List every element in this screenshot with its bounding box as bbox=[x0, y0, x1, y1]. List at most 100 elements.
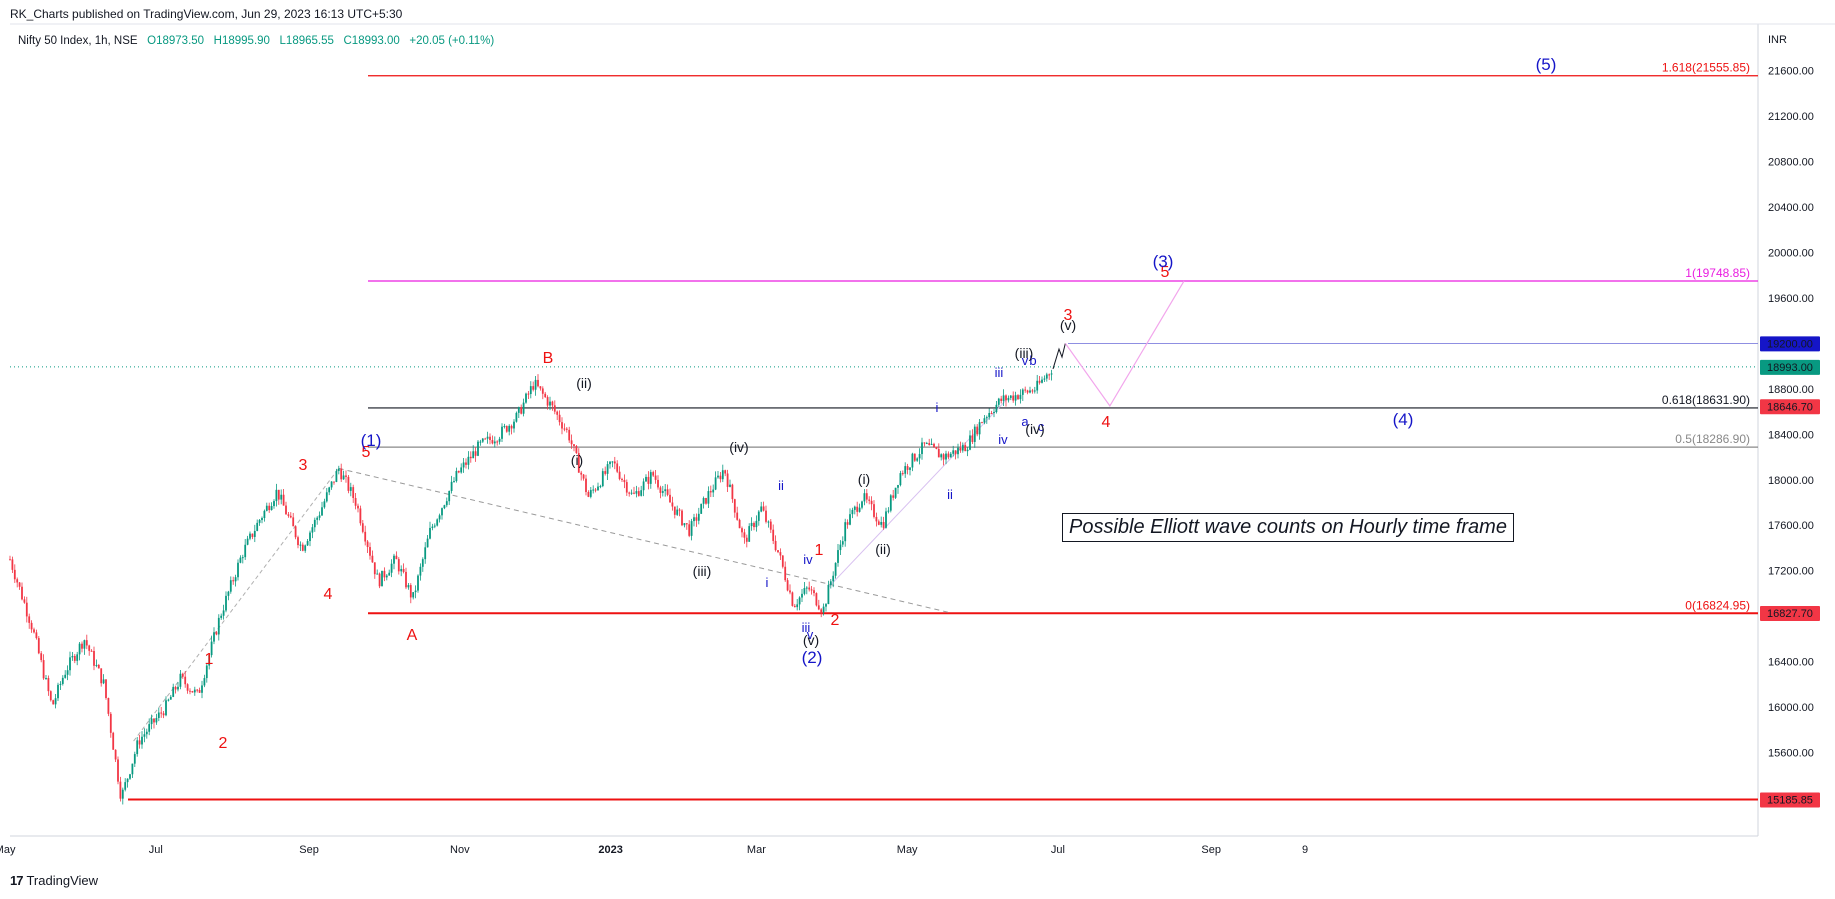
candle-body bbox=[460, 467, 463, 473]
candle-body bbox=[861, 501, 863, 508]
candle-body bbox=[313, 519, 316, 528]
candle-body bbox=[397, 559, 400, 572]
candle-body bbox=[57, 684, 59, 699]
candle-body bbox=[477, 441, 479, 456]
candle-body bbox=[959, 447, 962, 451]
chart-note: Possible Elliott wave counts on Hourly t… bbox=[1062, 513, 1514, 542]
candle-body bbox=[18, 582, 21, 587]
candle-body bbox=[1021, 389, 1024, 395]
symbol-name[interactable]: Nifty 50 Index, 1h, NSE bbox=[18, 35, 138, 47]
candle-body bbox=[388, 572, 391, 576]
candle-body bbox=[635, 491, 638, 494]
candle-body bbox=[177, 686, 179, 690]
candle-body bbox=[599, 486, 602, 488]
candle-body bbox=[484, 438, 487, 440]
candle-body bbox=[822, 606, 825, 613]
candle-body bbox=[258, 520, 261, 523]
wave-label-blue: ii bbox=[947, 487, 953, 502]
candle-body bbox=[1029, 390, 1031, 393]
candle-body bbox=[251, 533, 254, 537]
candle-body bbox=[249, 533, 251, 539]
fib-level-label: 1.618(21555.85) bbox=[1662, 61, 1750, 75]
wave-label-blue: b bbox=[1029, 353, 1036, 368]
tradingview-footer[interactable]: 17 TradingView bbox=[10, 873, 98, 888]
candle-body bbox=[232, 580, 235, 582]
candle-body bbox=[227, 591, 230, 596]
candle-body bbox=[748, 526, 751, 542]
candle-body bbox=[78, 643, 81, 655]
candle-body bbox=[642, 481, 645, 491]
candle-body bbox=[784, 566, 787, 581]
candle-body bbox=[462, 462, 465, 468]
candle-body bbox=[297, 537, 299, 546]
y-tick-label: 17200.00 bbox=[1768, 566, 1814, 578]
candle-body bbox=[520, 407, 523, 414]
wave-label-blue: (4) bbox=[1393, 410, 1414, 429]
candle-body bbox=[381, 570, 383, 587]
candle-body bbox=[486, 436, 489, 439]
wave-label-red: 2 bbox=[831, 612, 840, 629]
candle-body bbox=[539, 386, 542, 389]
candle-body bbox=[858, 507, 861, 512]
trend-line-dashed[interactable] bbox=[338, 467, 951, 614]
candle-body bbox=[851, 509, 854, 515]
candle-body bbox=[985, 417, 988, 419]
candle-body bbox=[357, 505, 359, 509]
price-badge bbox=[1760, 399, 1820, 415]
candle-body bbox=[1005, 395, 1007, 401]
candle-body bbox=[189, 690, 191, 692]
candle-body bbox=[253, 530, 256, 537]
candle-body bbox=[762, 506, 765, 511]
candle-body bbox=[239, 557, 242, 563]
candle-body bbox=[803, 588, 806, 594]
candle-body bbox=[705, 497, 707, 504]
candle-body bbox=[47, 677, 50, 692]
candle-body bbox=[817, 605, 820, 610]
candle-body bbox=[385, 575, 388, 578]
wave-label-red: A bbox=[407, 627, 418, 644]
candle-body bbox=[601, 471, 604, 487]
wave-label-black: (iii) bbox=[1015, 345, 1034, 361]
candle-body bbox=[805, 587, 808, 589]
ohlc-change: +20.05 (+0.11%) bbox=[409, 35, 495, 47]
y-tick-label: 16400.00 bbox=[1768, 657, 1814, 669]
candle-body bbox=[791, 592, 794, 606]
ohlc-high: H18995.90 bbox=[213, 35, 270, 47]
tradingview-logo-icon: 17 bbox=[10, 873, 24, 888]
wave-label-black: (iv) bbox=[1025, 421, 1044, 437]
candle-body bbox=[678, 509, 681, 511]
candle-body bbox=[889, 495, 892, 511]
candle-body bbox=[777, 550, 779, 553]
y-tick-label: 16000.00 bbox=[1768, 702, 1814, 714]
candle-body bbox=[606, 464, 609, 474]
candle-body bbox=[85, 640, 88, 646]
candle-body bbox=[1048, 374, 1051, 376]
candle-body bbox=[652, 472, 655, 476]
candle-body bbox=[54, 698, 57, 705]
candle-body bbox=[990, 412, 993, 414]
candle-body bbox=[299, 544, 302, 546]
candle-body bbox=[117, 759, 119, 782]
candle-body bbox=[465, 462, 467, 465]
candle-body bbox=[743, 532, 746, 538]
y-tick-label: 21200.00 bbox=[1768, 111, 1814, 123]
y-tick-label: 20000.00 bbox=[1768, 248, 1814, 260]
candle-body bbox=[688, 524, 691, 536]
footer-brand: TradingView bbox=[26, 873, 99, 888]
candle-body bbox=[371, 555, 374, 563]
candle-body bbox=[201, 685, 203, 693]
candle-body bbox=[997, 398, 1000, 405]
candle-body bbox=[810, 589, 813, 591]
projection-path[interactable] bbox=[1064, 280, 1185, 407]
currency-label[interactable]: INR bbox=[1768, 34, 1787, 46]
candle-body bbox=[304, 545, 307, 551]
candle-body bbox=[796, 604, 799, 608]
candle-body bbox=[66, 670, 69, 675]
candle-body bbox=[868, 499, 871, 501]
candle-body bbox=[870, 500, 873, 505]
candle-body bbox=[282, 494, 285, 506]
candle-body bbox=[645, 476, 647, 482]
candle-body bbox=[669, 494, 671, 503]
candle-body bbox=[616, 463, 619, 472]
